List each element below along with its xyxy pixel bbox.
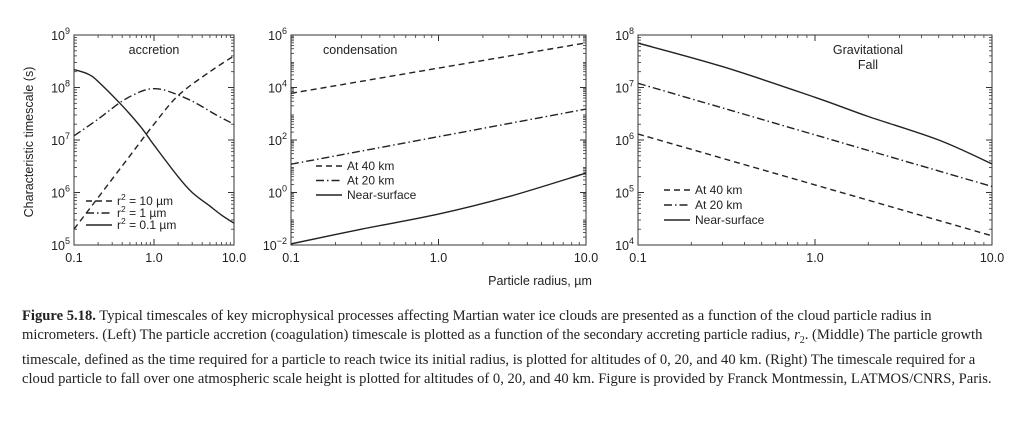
caption-var: r bbox=[794, 327, 800, 344]
series-line bbox=[74, 55, 234, 230]
y-tick-label: 100 bbox=[268, 184, 287, 201]
panel-title: accretion bbox=[129, 43, 180, 57]
series-line bbox=[291, 108, 586, 165]
y-tick-label: 109 bbox=[51, 26, 70, 43]
y-axis-label: Characteristic timescale (s) bbox=[22, 67, 36, 218]
legend-label: r2 = 0.1 µm bbox=[117, 216, 176, 232]
legend-label: r2 = 1 µm bbox=[117, 204, 166, 220]
series-line bbox=[638, 82, 992, 188]
y-tick-label: 104 bbox=[615, 236, 634, 253]
y-tick-label: 107 bbox=[51, 131, 70, 148]
x-tick-label: 0.1 bbox=[65, 251, 82, 265]
y-tick-label: 105 bbox=[615, 184, 634, 201]
y-tick-label: 105 bbox=[51, 236, 70, 253]
x-tick-label: 1.0 bbox=[145, 251, 162, 265]
caption-var-sub: 2 bbox=[799, 335, 805, 347]
series-line bbox=[291, 172, 586, 245]
y-tick-label: 104 bbox=[268, 79, 287, 96]
panel-1: 0.1 1.0 10.0 105 106 107 108 109 accretion r2 = 1… bbox=[51, 26, 246, 265]
figure-caption: Figure 5.18. Typical timescales of key m… bbox=[22, 307, 1007, 390]
panel-title: condensation bbox=[323, 43, 397, 57]
panel-3: 0.1 1.0 10.0 104 105 106 107 108 Gravitational Fa… bbox=[615, 26, 1004, 265]
y-tick-label: 102 bbox=[268, 131, 287, 148]
series-line bbox=[638, 133, 992, 237]
legend-label: At 40 km bbox=[695, 183, 742, 197]
x-tick-label: 0.1 bbox=[282, 251, 299, 265]
series-line bbox=[291, 42, 586, 94]
series-line bbox=[74, 68, 234, 224]
legend-label: Near-surface bbox=[347, 188, 417, 202]
x-tick-label: 1.0 bbox=[430, 251, 447, 265]
legend-label: At 20 km bbox=[347, 174, 394, 188]
y-tick-label: 106 bbox=[615, 131, 634, 148]
y-tick-label: 106 bbox=[268, 26, 287, 43]
x-tick-label: 0.1 bbox=[629, 251, 646, 265]
legend-label: At 20 km bbox=[695, 198, 742, 212]
caption-text-1: Typical timescales of key microphysical … bbox=[22, 308, 932, 344]
y-tick-label: 108 bbox=[51, 79, 70, 96]
y-tick-label: 106 bbox=[51, 184, 70, 201]
y-tick-label: 107 bbox=[615, 79, 634, 96]
series-line bbox=[638, 42, 992, 165]
caption-label: Figure 5.18. bbox=[22, 308, 96, 324]
caption-text-2: . (Middle) The particle growth timescale… bbox=[22, 327, 992, 388]
x-tick-label: 10.0 bbox=[574, 251, 598, 265]
y-tick-label: 108 bbox=[615, 26, 634, 43]
legend-label: Near-surface bbox=[695, 213, 765, 227]
x-axis-label: Particle radius, µm bbox=[488, 274, 592, 288]
legend-label: r2 = 10 µm bbox=[117, 192, 173, 208]
x-tick-label: 1.0 bbox=[806, 251, 823, 265]
x-tick-label: 10.0 bbox=[980, 251, 1004, 265]
y-tick-label: 10−2 bbox=[263, 236, 287, 253]
panel-2: 0.1 1.0 10.0 10−2 100 102 104 106 condensation At… bbox=[263, 26, 598, 265]
legend-label: At 40 km bbox=[347, 159, 394, 173]
panel-title: Gravitational Fall bbox=[833, 43, 903, 72]
series-line bbox=[74, 87, 234, 137]
figure-panels: Characteristic timescale (s) Particle ra… bbox=[22, 26, 1004, 288]
x-tick-label: 10.0 bbox=[222, 251, 246, 265]
